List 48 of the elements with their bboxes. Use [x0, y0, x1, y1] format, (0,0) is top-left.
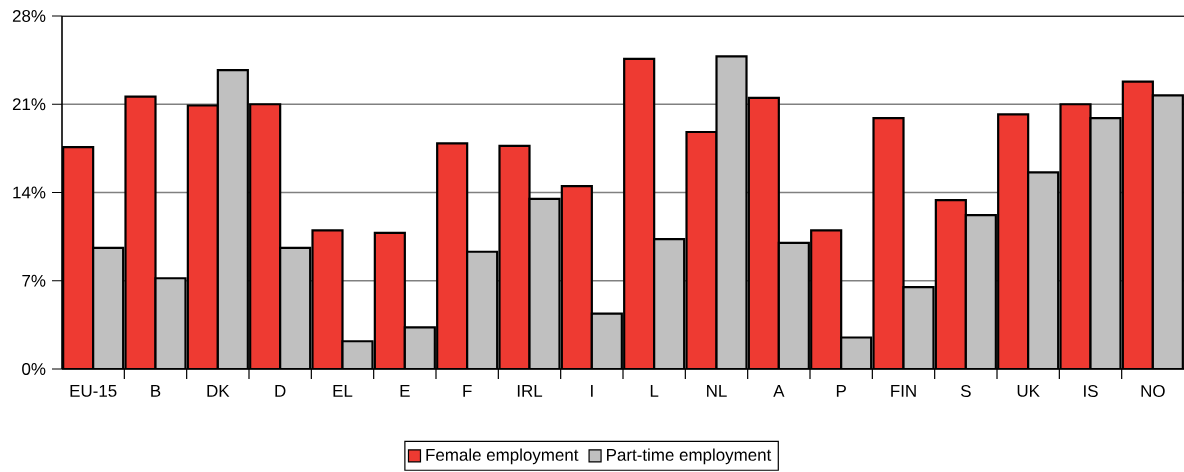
bar — [92, 246, 125, 369]
y-tick-label: 28% — [12, 10, 46, 22]
x-tick-label: E — [400, 385, 410, 397]
bar — [715, 55, 748, 369]
x-tick-label: P — [836, 385, 846, 397]
x-tick-label: F — [463, 385, 472, 397]
bar — [1151, 94, 1184, 369]
bar — [997, 113, 1030, 369]
y-tick-label: 7% — [22, 274, 46, 287]
x-tick-label: FIN — [891, 385, 916, 397]
x-tick-label: D — [275, 385, 286, 397]
bar — [747, 96, 780, 369]
y-tick-label: 14% — [13, 186, 46, 199]
bar — [186, 104, 219, 369]
x-tick-label: NL — [707, 385, 727, 397]
bar — [403, 326, 436, 369]
legend-label: Part-time employment — [607, 448, 772, 465]
x-tick-label: B — [151, 385, 161, 397]
x-tick-label: A — [773, 385, 785, 397]
bar — [964, 214, 997, 369]
bar — [810, 229, 843, 369]
bar — [1121, 80, 1154, 369]
bar — [279, 246, 312, 369]
bar — [653, 238, 686, 369]
x-tick-label: NO — [1141, 385, 1165, 398]
bar — [373, 231, 406, 369]
x-tick-label: L — [650, 385, 659, 397]
bar — [466, 250, 499, 369]
x-tick-label: IRL — [517, 385, 543, 397]
bar — [436, 142, 469, 369]
x-tick-label: UK — [1017, 385, 1040, 397]
bar — [934, 198, 967, 369]
bar — [62, 146, 95, 369]
bar — [777, 241, 810, 369]
bar — [216, 69, 249, 369]
x-tick-label: EU-15 — [70, 385, 117, 397]
y-tick-label: 0% — [22, 363, 46, 375]
bar — [560, 185, 593, 369]
bar — [623, 57, 656, 369]
x-tick-label: IS — [1084, 385, 1098, 398]
x-tick-label: S — [960, 385, 971, 398]
y-tick-label: 21% — [12, 98, 46, 111]
x-tick-label: I — [591, 385, 593, 397]
bar — [249, 103, 282, 369]
bar — [1027, 171, 1060, 369]
x-tick-label: DK — [207, 385, 230, 397]
x-tick-label: EL — [333, 385, 353, 397]
legend-label: Female employment — [426, 448, 579, 465]
